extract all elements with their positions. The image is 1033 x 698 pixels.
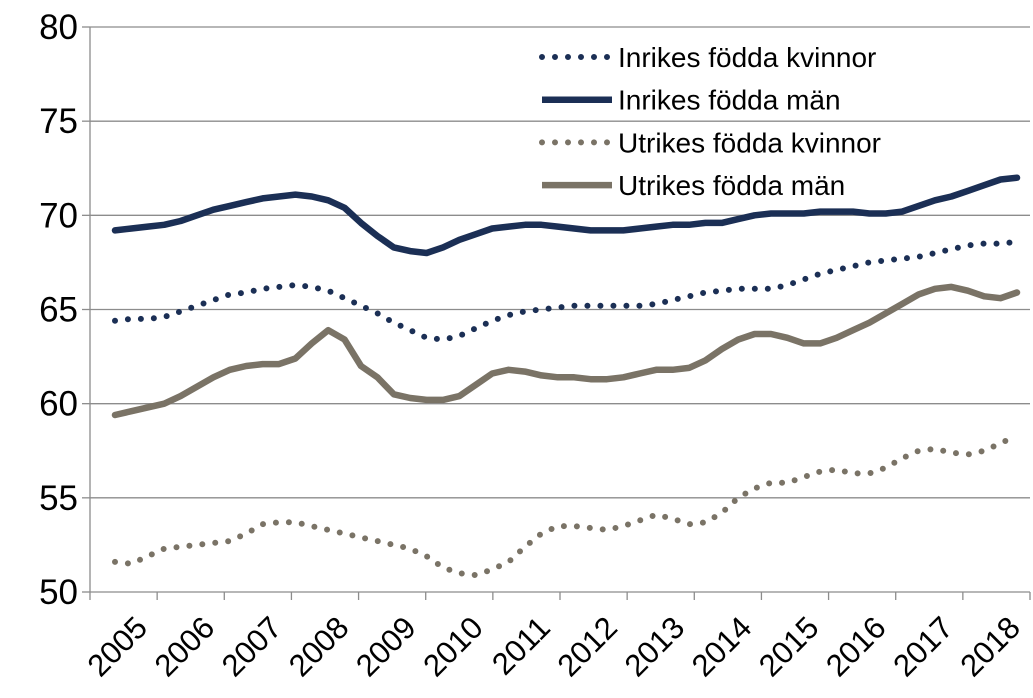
x-tick-label: 2016 [819,610,893,684]
y-tick-label: 80 [39,8,78,47]
x-tick-label: 2010 [416,610,490,684]
x-tick-label: 2013 [618,610,692,684]
x-tick-label: 2007 [215,610,289,684]
x-tick-label: 2009 [349,610,423,684]
x-tick-label: 2006 [148,610,222,684]
x-tick-label: 2018 [953,610,1027,684]
x-tick-label: 2017 [886,610,960,684]
y-tick-label: 65 [39,291,78,330]
x-tick-label: 2005 [81,610,155,684]
y-tick-label: 75 [39,102,78,141]
x-tick-label: 2008 [282,610,356,684]
series-line [112,238,1020,343]
x-tick-label: 2011 [485,610,557,682]
y-tick-label: 50 [39,573,78,612]
legend-label: Inrikes födda män [618,85,841,116]
y-tick-label: 55 [39,479,78,518]
x-tick-label: 2014 [685,610,759,684]
legend-label: Inrikes födda kvinnor [618,42,876,73]
series-line [111,174,1021,257]
legend-label: Utrikes födda män [618,170,845,201]
x-tick-label: 2012 [551,610,625,684]
x-tick-label: 2015 [752,610,826,684]
legend-label: Utrikes födda kvinnor [618,127,881,158]
series-line [112,432,1020,579]
y-tick-label: 60 [39,385,78,424]
y-tick-label: 70 [39,196,78,235]
series-line [111,283,1021,419]
